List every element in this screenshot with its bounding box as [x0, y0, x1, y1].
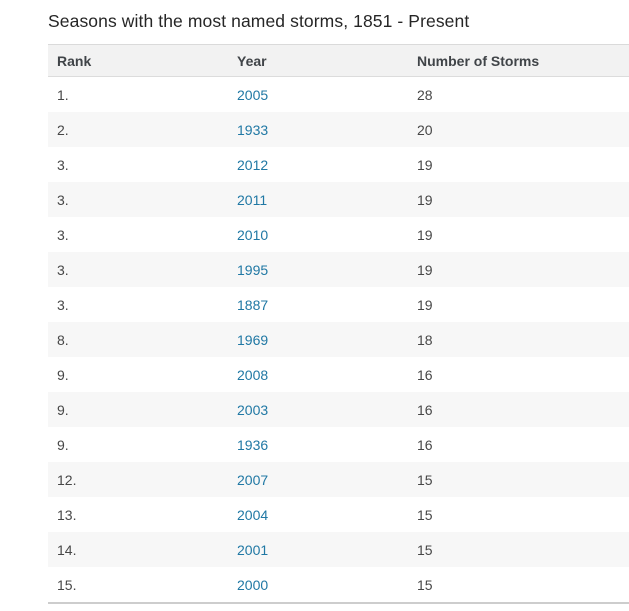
table-body: 1. 2005 28 2. 1933 20 3. 2012 19 3. 2011 19 3. 2010 19… [48, 76, 629, 603]
storms-cell: 28 [417, 86, 433, 103]
rank-cell: 15. [57, 576, 77, 593]
year-link[interactable]: 2000 [237, 576, 269, 593]
storms-cell: 16 [417, 436, 433, 453]
table-row: 9. 1936 16 [48, 427, 629, 462]
storms-cell: 16 [417, 401, 433, 418]
column-header-year: Year [237, 52, 267, 69]
rank-cell: 9. [57, 401, 69, 418]
storms-cell: 19 [417, 296, 433, 313]
table-row: 3. 2011 19 [48, 182, 629, 217]
storms-cell: 18 [417, 331, 433, 348]
table-row: 3. 2012 19 [48, 147, 629, 182]
storms-table: Rank Year Number of Storms 1. 2005 28 2. 193… [48, 44, 629, 604]
rank-cell: 14. [57, 541, 77, 558]
table-row: 8. 1969 18 [48, 322, 629, 357]
storms-cell: 15 [417, 576, 433, 593]
table-row: 13. 2004 15 [48, 497, 629, 532]
rank-cell: 3. [57, 261, 69, 278]
year-cell: 1936 [228, 427, 408, 462]
year-cell: 1969 [228, 322, 408, 357]
table-row: 9. 2008 16 [48, 357, 629, 392]
table-row: 3. 1995 19 [48, 252, 629, 287]
rank-cell: 9. [57, 436, 69, 453]
rank-cell: 3. [57, 191, 69, 208]
storms-cell: 16 [417, 366, 433, 383]
storms-cell: 19 [417, 261, 433, 278]
table-row: 12. 2007 15 [48, 462, 629, 497]
year-link[interactable]: 1933 [237, 121, 269, 138]
column-header-rank: Rank [57, 52, 92, 69]
year-link[interactable]: 1887 [237, 296, 269, 313]
rank-cell: 13. [57, 506, 77, 523]
table-row: 3. 1887 19 [48, 287, 629, 322]
header-row: Rank Year Number of Storms [48, 44, 629, 77]
storms-cell: 15 [417, 506, 433, 523]
table-row: 9. 2003 16 [48, 392, 629, 427]
year-link[interactable]: 1995 [237, 261, 269, 278]
year-cell: 2005 [228, 77, 408, 113]
year-link[interactable]: 2003 [237, 401, 269, 418]
table-header: Rank Year Number of Storms [48, 44, 629, 77]
rank-cell: 9. [57, 366, 69, 383]
column-header-number-of-storms: Number of Storms [417, 52, 540, 69]
storms-cell: 20 [417, 121, 433, 138]
table-row: 3. 2010 19 [48, 217, 629, 252]
storms-cell: 19 [417, 191, 433, 208]
table-row: 2. 1933 20 [48, 112, 629, 147]
rank-cell: 12. [57, 471, 77, 488]
year-link[interactable]: 2004 [237, 506, 269, 523]
year-cell: 2011 [228, 182, 408, 217]
year-link[interactable]: 1969 [237, 331, 269, 348]
content-area: Seasons with the most named storms, 1851… [48, 0, 629, 604]
rank-cell: 2. [57, 121, 69, 138]
year-cell: 2008 [228, 357, 408, 392]
year-cell: 2004 [228, 497, 408, 532]
table-row: 1. 2005 28 [48, 76, 629, 113]
year-link[interactable]: 2008 [237, 366, 269, 383]
rank-cell: 3. [57, 156, 69, 173]
year-cell: 2007 [228, 462, 408, 497]
rank-cell: 1. [57, 86, 69, 103]
year-link[interactable]: 2012 [237, 156, 269, 173]
storms-cell: 15 [417, 541, 433, 558]
year-link[interactable]: 2001 [237, 541, 269, 558]
year-cell: 2001 [228, 532, 408, 567]
year-cell: 1887 [228, 287, 408, 322]
year-cell: 1933 [228, 112, 408, 147]
page-title: Seasons with the most named storms, 1851… [48, 11, 470, 31]
year-link[interactable]: 1936 [237, 436, 269, 453]
year-cell: 1995 [228, 252, 408, 287]
year-cell: 2012 [228, 147, 408, 182]
rank-cell: 8. [57, 331, 69, 348]
year-link[interactable]: 2007 [237, 471, 269, 488]
table-row: 14. 2001 15 [48, 532, 629, 567]
year-link[interactable]: 2005 [237, 86, 269, 103]
year-cell: 2003 [228, 392, 408, 427]
year-cell: 2000 [228, 567, 408, 603]
year-link[interactable]: 2010 [237, 226, 269, 243]
table-row: 15. 2000 15 [48, 567, 629, 603]
rank-cell: 3. [57, 296, 69, 313]
storms-cell: 19 [417, 226, 433, 243]
year-cell: 2010 [228, 217, 408, 252]
storms-cell: 15 [417, 471, 433, 488]
storms-cell: 19 [417, 156, 433, 173]
rank-cell: 3. [57, 226, 69, 243]
year-link[interactable]: 2011 [237, 191, 268, 208]
